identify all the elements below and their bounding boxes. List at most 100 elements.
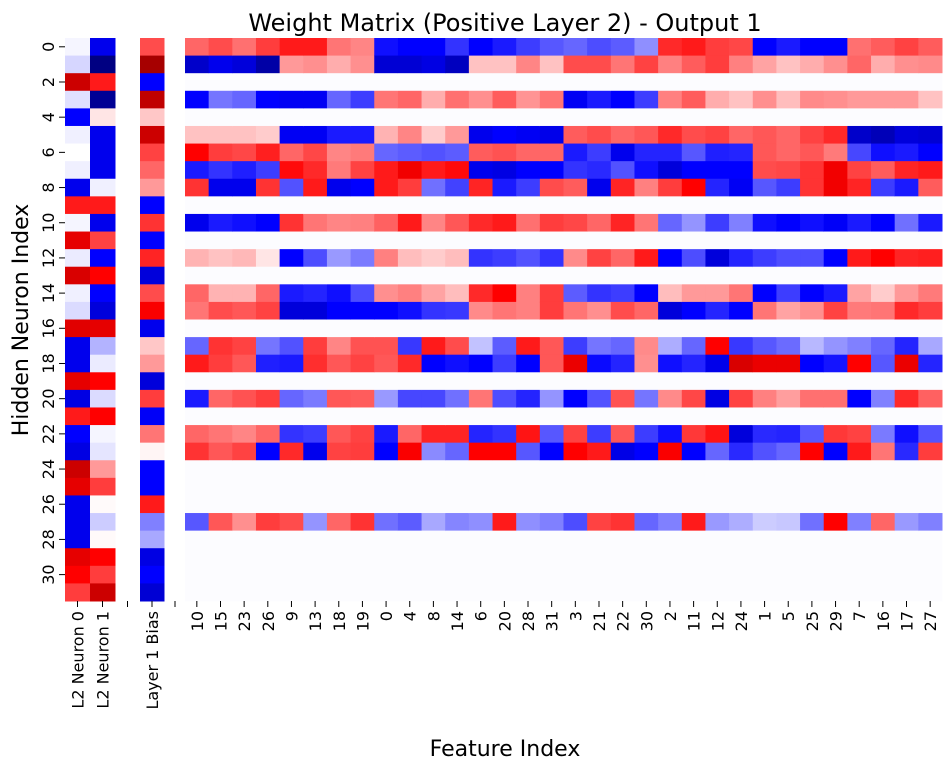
- feature-cell: [800, 284, 825, 303]
- x-tick-label: 20: [495, 611, 514, 631]
- feature-cell: [421, 337, 446, 356]
- feature-cell: [800, 249, 825, 268]
- feature-cell: [185, 548, 210, 567]
- feature-cell: [445, 143, 470, 162]
- feature-cell: [752, 548, 777, 567]
- feature-cell: [374, 530, 399, 549]
- feature-cell: [539, 372, 564, 391]
- feature-cell: [918, 425, 943, 444]
- feature-cell: [705, 319, 730, 338]
- feature-cell: [492, 319, 517, 338]
- feature-cell: [232, 425, 257, 444]
- feature-cell: [279, 477, 304, 496]
- feature-cell: [326, 178, 352, 197]
- feature-cell: [539, 477, 564, 496]
- feature-cell: [894, 90, 919, 109]
- feature-cell: [303, 337, 328, 356]
- l2-neuron-1-cell: [90, 530, 116, 549]
- feature-cell: [492, 196, 517, 215]
- l2-neuron-0-cell: [65, 460, 91, 479]
- feature-cell: [421, 143, 446, 162]
- y-tick-label: 20: [39, 388, 58, 408]
- feature-cell: [918, 125, 943, 145]
- feature-cell: [539, 301, 564, 320]
- feature-cell: [397, 389, 423, 408]
- feature-cell: [658, 372, 683, 391]
- feature-cell: [705, 548, 730, 567]
- l2-neuron-0-cell: [65, 301, 91, 320]
- feature-cell: [847, 460, 872, 479]
- feature-cell: [421, 513, 446, 532]
- feature-cell: [232, 196, 257, 215]
- l2-neuron-0-cell: [65, 161, 91, 180]
- feature-cell: [421, 389, 446, 408]
- feature-cell: [800, 565, 825, 584]
- feature-cell: [350, 548, 375, 567]
- feature-cell: [516, 460, 541, 479]
- feature-cell: [492, 372, 517, 391]
- feature-cell: [421, 565, 446, 584]
- feature-cell: [326, 583, 352, 602]
- feature-cell: [752, 178, 777, 197]
- feature-cell: [823, 319, 848, 338]
- l2-neuron-0-cell: [65, 249, 91, 268]
- feature-cell: [918, 301, 943, 320]
- feature-cell: [823, 125, 848, 145]
- feature-cell: [350, 460, 375, 479]
- feature-cell: [871, 407, 896, 426]
- feature-cell: [303, 196, 328, 215]
- feature-cell: [847, 161, 872, 180]
- feature-cell: [918, 583, 943, 602]
- feature-cell: [445, 55, 470, 74]
- feature-cell: [681, 301, 706, 320]
- feature-cell: [658, 389, 683, 408]
- feature-cell: [492, 143, 517, 162]
- feature-cell: [776, 372, 801, 391]
- feature-cell: [705, 55, 730, 74]
- feature-cell: [185, 266, 210, 285]
- y-tick-label: 8: [39, 182, 58, 192]
- feature-cell: [468, 319, 494, 338]
- l2-neuron-1-cell: [90, 389, 116, 408]
- bias-cell: [140, 161, 165, 180]
- feature-cell: [185, 442, 210, 461]
- feature-cell: [421, 583, 446, 602]
- feature-cell: [752, 337, 777, 356]
- feature-cell: [918, 196, 943, 215]
- bias-cell: [140, 548, 165, 567]
- bias-cell: [140, 178, 165, 197]
- feature-cell: [563, 565, 588, 584]
- feature-cell: [185, 477, 210, 496]
- feature-cell: [705, 161, 730, 180]
- feature-cell: [705, 301, 730, 320]
- feature-cell: [468, 231, 494, 250]
- y-tick-label: 4: [39, 112, 58, 122]
- feature-cell: [255, 513, 281, 532]
- feature-cell: [255, 460, 281, 479]
- x-tick-label: 14: [448, 611, 467, 631]
- feature-cell: [397, 460, 423, 479]
- y-tick-label: 2: [39, 77, 58, 87]
- feature-cell: [610, 90, 635, 109]
- feature-cell: [255, 125, 281, 145]
- feature-cell: [208, 565, 233, 584]
- feature-cell: [634, 143, 659, 162]
- feature-cell: [539, 442, 564, 461]
- feature-cell: [658, 55, 683, 74]
- feature-cell: [421, 530, 446, 549]
- feature-cell: [539, 407, 564, 426]
- feature-cell: [918, 284, 943, 303]
- feature-cell: [587, 301, 612, 320]
- feature-cell: [539, 249, 564, 268]
- feature-cell: [847, 389, 872, 408]
- x-tick-label: L2 Neuron 1: [94, 611, 113, 709]
- feature-cell: [634, 161, 659, 180]
- feature-cell: [208, 477, 233, 496]
- feature-cell: [823, 530, 848, 549]
- x-tick-label: 8: [424, 611, 443, 621]
- feature-cell: [350, 442, 375, 461]
- feature-cell: [563, 38, 588, 57]
- feature-cell: [610, 530, 635, 549]
- feature-cell: [303, 565, 328, 584]
- feature-cell: [279, 548, 304, 567]
